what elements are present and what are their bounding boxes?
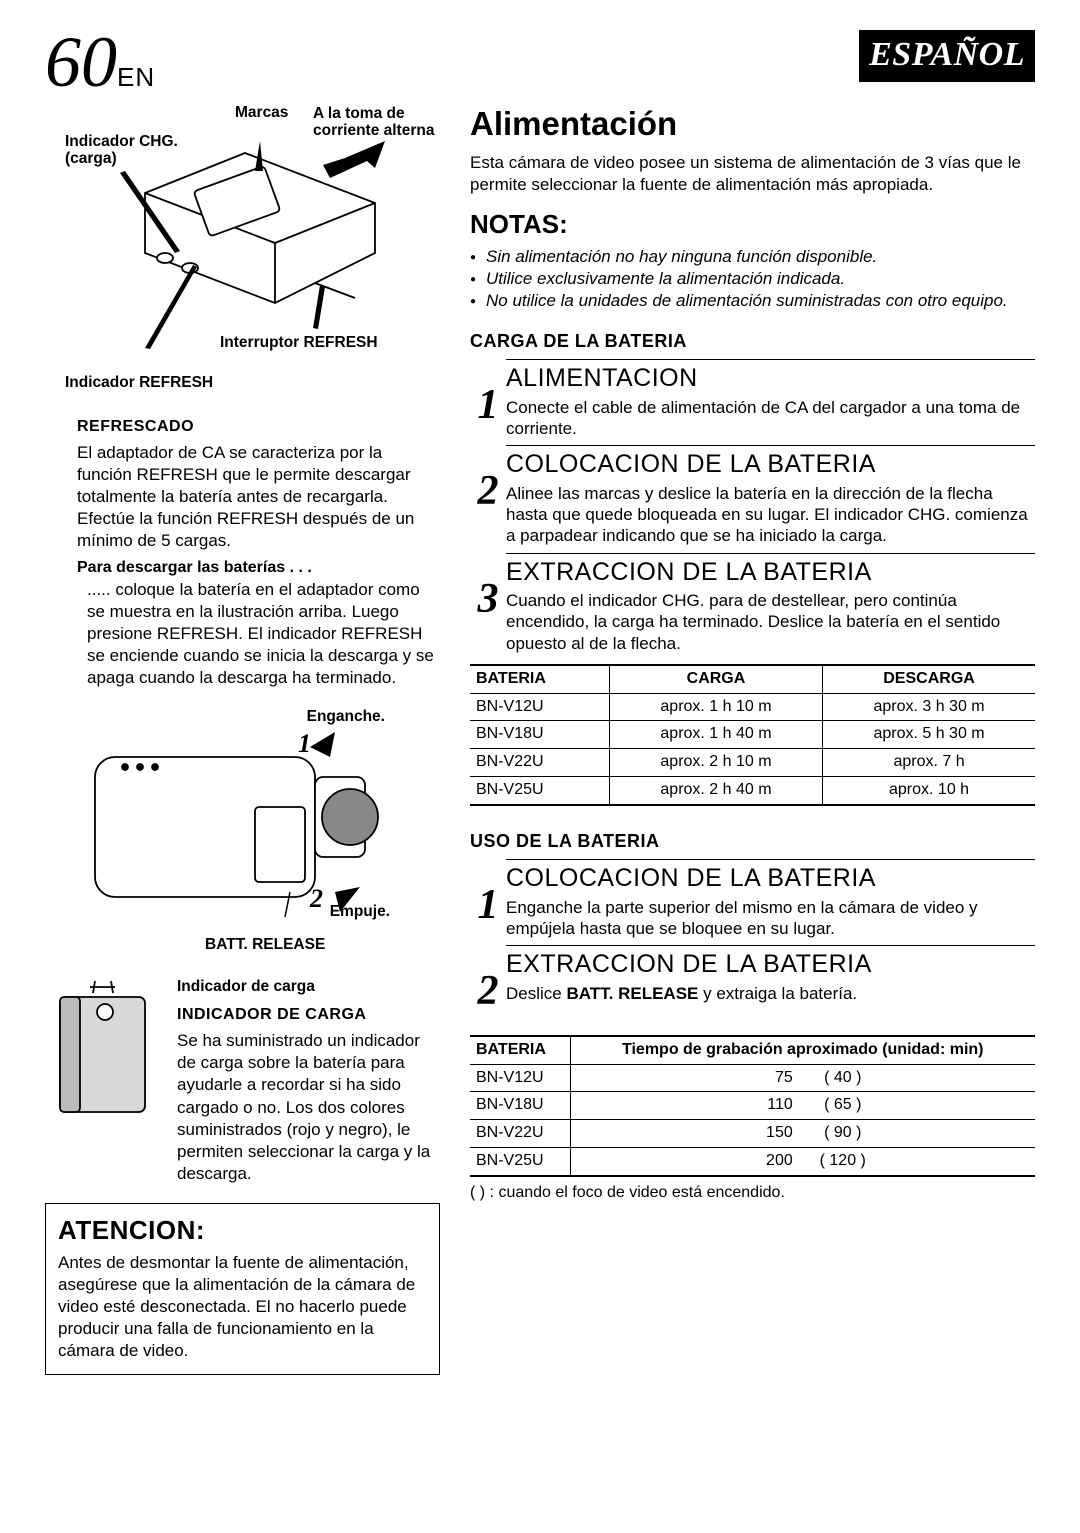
step-text: Cuando el indicador CHG. para de destell… — [506, 590, 1035, 654]
time-h1: BATERIA — [470, 1036, 570, 1064]
table-cell: 110( 65 ) — [570, 1092, 1035, 1120]
svg-text:2: 2 — [309, 884, 323, 913]
left-column: Marcas A la toma de corriente alterna In… — [45, 103, 440, 1375]
table-cell: aprox. 5 h 30 m — [823, 721, 1035, 749]
table-cell: BN-V12U — [470, 693, 609, 721]
table-row: BN-V22Uaprox. 2 h 10 maprox. 7 h — [470, 749, 1035, 777]
uso-heading: USO DE LA BATERIA — [470, 830, 1035, 853]
step-text: Enganche la parte superior del mismo en … — [506, 897, 1035, 940]
label-empuje: Empuje. — [330, 902, 390, 922]
svg-text:1: 1 — [298, 729, 311, 758]
label-ind-refresh: Indicador REFRESH — [65, 373, 213, 393]
table-row: BN-V25Uaprox. 2 h 40 maprox. 10 h — [470, 777, 1035, 805]
step-text: Alinee las marcas y deslice la batería e… — [506, 483, 1035, 547]
table-cell: BN-V18U — [470, 1092, 570, 1120]
right-column: Alimentación Esta cámara de video posee … — [470, 103, 1035, 1375]
table-cell: BN-V18U — [470, 721, 609, 749]
table-row: BN-V12Uaprox. 1 h 10 maprox. 3 h 30 m — [470, 693, 1035, 721]
atencion-box: ATENCION: Antes de desmontar la fuente d… — [45, 1203, 440, 1375]
camera-diagram: Enganche. 1 2 — [45, 707, 440, 967]
adapter-illustration — [45, 123, 440, 363]
battery-diagram-block: Indicador de carga INDICADOR DE CARGA Se… — [45, 977, 440, 1185]
nota-item: Utilice exclusivamente la alimentación i… — [470, 268, 1035, 290]
table-cell: aprox. 7 h — [823, 749, 1035, 777]
battery-illustration — [45, 977, 165, 1127]
table-cell: BN-V25U — [470, 777, 609, 805]
table-cell: aprox. 3 h 30 m — [823, 693, 1035, 721]
page-num-suffix: EN — [117, 62, 155, 92]
step-number: 1 — [478, 889, 499, 923]
time-footnote: ( ) : cuando el foco de video está encen… — [470, 1183, 1035, 1204]
label-batt-release: BATT. RELEASE — [205, 935, 325, 955]
nota-item: Sin alimentación no hay ninguna función … — [470, 246, 1035, 268]
refrescado-block: REFRESCADO El adaptador de CA se caracte… — [45, 417, 440, 690]
label-int-refresh: Interruptor REFRESH — [220, 333, 378, 353]
carga-steps: 1 ALIMENTACION Conecte el cable de alime… — [470, 359, 1035, 654]
time-h2: Tiempo de grabación aproximado (unidad: … — [570, 1036, 1035, 1064]
table-cell: aprox. 1 h 10 m — [609, 693, 822, 721]
table-cell: aprox. 10 h — [823, 777, 1035, 805]
table-row: BN-V18U110( 65 ) — [470, 1092, 1035, 1120]
time-table: BATERIA Tiempo de grabación aproximado (… — [470, 1035, 1035, 1177]
refrescado-sub: Para descargar las baterías . . . — [77, 558, 440, 579]
carga-heading: CARGA DE LA BATERIA — [470, 330, 1035, 353]
atencion-title: ATENCION: — [58, 1214, 427, 1248]
table-cell: 200( 120 ) — [570, 1148, 1035, 1176]
step-number: 1 — [478, 389, 499, 423]
table-row: BN-V25U200( 120 ) — [470, 1148, 1035, 1176]
refrescado-title: REFRESCADO — [77, 417, 440, 438]
step: 2 COLOCACION DE LA BATERIA Alinee las ma… — [470, 445, 1035, 546]
refrescado-body: El adaptador de CA se caracteriza por la… — [77, 442, 440, 552]
alimentacion-intro: Esta cámara de video posee un sistema de… — [470, 152, 1035, 196]
page-header: 60EN ESPAÑOL — [45, 30, 1035, 95]
nota-item: No utilice la unidades de alimentación s… — [470, 290, 1035, 312]
table-cell: BN-V22U — [470, 1120, 570, 1148]
label-indicador-carga: Indicador de carga — [177, 977, 440, 997]
table-header: DESCARGA — [823, 665, 1035, 693]
step-title: COLOCACION DE LA BATERIA — [506, 448, 1035, 481]
page-number: 60EN — [45, 30, 155, 95]
table-header: CARGA — [609, 665, 822, 693]
step-title: EXTRACCION DE LA BATERIA — [506, 556, 1035, 589]
step: 3 EXTRACCION DE LA BATERIA Cuando el ind… — [470, 553, 1035, 654]
atencion-body: Antes de desmontar la fuente de alimenta… — [58, 1252, 427, 1362]
step-text: Conecte el cable de alimentación de CA d… — [506, 397, 1035, 440]
step-title: COLOCACION DE LA BATERIA — [506, 862, 1035, 895]
notas-title: NOTAS: — [470, 208, 1035, 242]
language-badge: ESPAÑOL — [859, 30, 1035, 82]
table-cell: 150( 90 ) — [570, 1120, 1035, 1148]
alimentacion-title: Alimentación — [470, 103, 1035, 146]
table-header: BATERIA — [470, 665, 609, 693]
adapter-diagram: Marcas A la toma de corriente alterna In… — [45, 103, 440, 403]
table-row: BN-V22U150( 90 ) — [470, 1120, 1035, 1148]
table-row: BN-V12U75( 40 ) — [470, 1064, 1035, 1092]
table-row: BN-V18Uaprox. 1 h 40 maprox. 5 h 30 m — [470, 721, 1035, 749]
page-num-value: 60 — [45, 22, 117, 102]
step-title: EXTRACCION DE LA BATERIA — [506, 948, 1035, 981]
step: 1 ALIMENTACION Conecte el cable de alime… — [470, 359, 1035, 439]
table-cell: aprox. 2 h 40 m — [609, 777, 822, 805]
step-title: ALIMENTACION — [506, 362, 1035, 395]
table-cell: BN-V12U — [470, 1064, 570, 1092]
table-cell: aprox. 1 h 40 m — [609, 721, 822, 749]
uso-steps: 1 COLOCACION DE LA BATERIA Enganche la p… — [470, 859, 1035, 1009]
step: 2 EXTRACCION DE LA BATERIA Deslice BATT.… — [470, 945, 1035, 1009]
refrescado-sub-body: ..... coloque la batería en el adaptador… — [77, 579, 440, 689]
label-marcas: Marcas — [235, 103, 288, 123]
label-enganche: Enganche. — [307, 707, 385, 727]
step-number: 3 — [478, 583, 499, 617]
table-cell: BN-V25U — [470, 1148, 570, 1176]
step: 1 COLOCACION DE LA BATERIA Enganche la p… — [470, 859, 1035, 939]
table-cell: aprox. 2 h 10 m — [609, 749, 822, 777]
step-number: 2 — [478, 975, 499, 1009]
step-number: 2 — [478, 475, 499, 509]
step-text: Deslice BATT. RELEASE y extraiga la bate… — [506, 983, 1035, 1004]
indicador-body: Se ha suministrado un indicador de carga… — [177, 1030, 440, 1185]
charge-table: BATERIACARGADESCARGA BN-V12Uaprox. 1 h 1… — [470, 664, 1035, 806]
table-cell: BN-V22U — [470, 749, 609, 777]
notas-list: Sin alimentación no hay ninguna función … — [470, 246, 1035, 312]
table-cell: 75( 40 ) — [570, 1064, 1035, 1092]
indicador-title: INDICADOR DE CARGA — [177, 1005, 440, 1026]
